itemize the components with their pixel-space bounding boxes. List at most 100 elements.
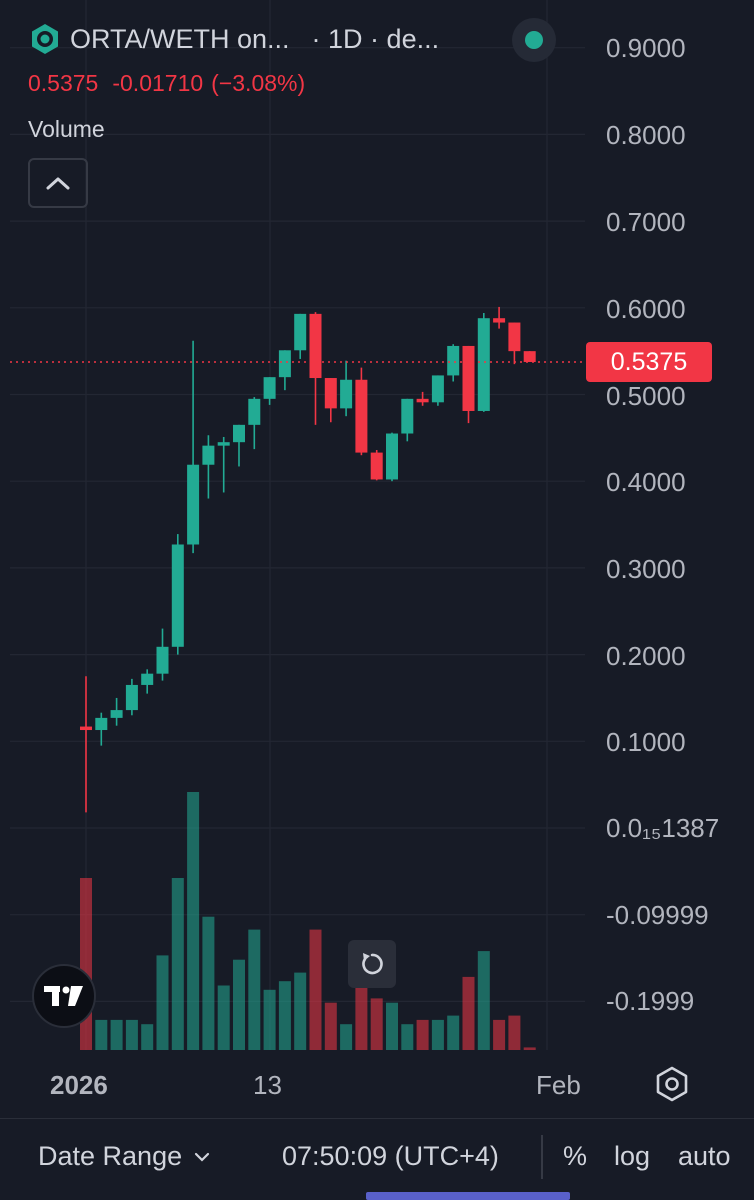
price-tick: -0.1999 (606, 986, 694, 1016)
candle-body (462, 345, 475, 411)
candle-body (370, 452, 383, 480)
date-range-label: Date Range (38, 1141, 183, 1171)
volume-bar (80, 878, 92, 1050)
volume-indicator-label[interactable]: Volume (28, 116, 105, 142)
volume-bar (171, 878, 184, 1050)
chart-grid (10, 0, 585, 1050)
tradingview-logo-icon (44, 986, 83, 1006)
volume-bar (278, 981, 291, 1050)
volume-bar (477, 951, 490, 1050)
volume-bar (508, 1015, 521, 1050)
candle-body (110, 710, 123, 718)
volume-bar (386, 1002, 398, 1050)
last-price-value: 0.5375 (28, 70, 99, 96)
volume-bar (324, 1002, 337, 1050)
candle-body (523, 351, 536, 362)
candle-body (431, 375, 444, 403)
candlesticks (80, 306, 536, 813)
volume-bar (141, 1024, 154, 1050)
reset-icon (362, 953, 383, 975)
candle-body (340, 379, 353, 409)
live-indicator-icon (525, 31, 543, 49)
date-range-button[interactable]: Date Range (38, 1141, 210, 1172)
change-percent: (−3.08%) (211, 70, 306, 96)
volume-bar (416, 1019, 429, 1050)
candle-body (355, 379, 368, 453)
price-tick: -0.09999 (606, 900, 709, 930)
price-tick: 0.3000 (606, 554, 686, 584)
candle-body (493, 318, 506, 323)
volume-bar (217, 985, 230, 1050)
collapse-legend-button[interactable] (28, 158, 88, 208)
reset-chart-button[interactable] (348, 940, 396, 988)
price-tick: 0.4000 (606, 467, 686, 497)
volume-bar (340, 1024, 353, 1050)
orta-logo-icon (32, 24, 58, 54)
price-tick: 0.9000 (606, 33, 686, 63)
candle-body (416, 398, 429, 403)
volume-bar (233, 959, 245, 1050)
change-value: -0.01710 (112, 70, 204, 96)
chevron-up-icon (46, 177, 70, 190)
volume-bar (263, 989, 276, 1050)
time-label-year: 2026 (50, 1070, 108, 1100)
volume-bar (202, 916, 215, 1050)
candle-body (171, 544, 184, 647)
tradingview-logo[interactable] (32, 964, 96, 1028)
candle-body (477, 318, 490, 411)
price-tick: 0.8000 (606, 120, 686, 150)
interval-label[interactable]: · 1D · de... (311, 23, 440, 54)
last-price-badge: 0.5375 (586, 342, 712, 382)
candle-body (233, 424, 245, 443)
symbol-header[interactable]: ORTA/WETH on... · 1D · de... (28, 22, 439, 56)
candle-body (125, 684, 138, 711)
candle-body (248, 398, 261, 425)
settings-hex-icon (656, 1066, 688, 1102)
candle-body (309, 313, 322, 379)
ohlc-legend: 0.5375 -0.01710 (−3.08%) (28, 70, 305, 97)
volume-bar (95, 1019, 108, 1050)
volume-bar (523, 1047, 536, 1050)
candle-body (401, 398, 414, 434)
candle-body (386, 433, 398, 480)
chart-settings-button[interactable] (652, 1064, 692, 1104)
price-tick: 0.7000 (606, 207, 686, 237)
volume-bar (493, 1019, 506, 1050)
percent-toggle[interactable]: % (563, 1141, 588, 1171)
candle-body (202, 445, 215, 465)
candle-body (156, 646, 169, 674)
log-toggle[interactable]: log (614, 1141, 651, 1171)
price-tick: 0.2000 (606, 641, 686, 671)
auto-toggle[interactable]: auto (678, 1141, 731, 1171)
candle-body (447, 345, 460, 376)
candle-body (278, 350, 291, 378)
price-axis[interactable]: 0.9000 0.8000 0.7000 0.6000 0.5000 0.400… (606, 33, 719, 1016)
price-tick: 0.5000 (606, 381, 686, 411)
candle-body (263, 377, 276, 399)
symbol-name[interactable]: ORTA/WETH on... (70, 23, 290, 54)
chevron-down-icon (195, 1152, 210, 1162)
candle-body (95, 717, 108, 731)
toolbar-divider (541, 1135, 543, 1179)
volume-bars (80, 792, 536, 1050)
time-axis[interactable]: 2026 13 Feb (50, 1070, 581, 1100)
volume-bar (462, 976, 475, 1050)
volume-bar (370, 998, 383, 1050)
volume-bar (125, 1019, 138, 1050)
volume-bar (187, 792, 200, 1050)
candle-body (217, 442, 230, 446)
candle-body (80, 726, 92, 731)
candle-body (508, 322, 521, 352)
price-tick: 0.6000 (606, 294, 686, 324)
candle-body (324, 378, 337, 409)
time-label-day: 13 (253, 1070, 282, 1100)
candle-body (141, 673, 154, 685)
volume-bar (401, 1024, 414, 1050)
clock-timezone[interactable]: 07:50:09 (UTC+4) (282, 1141, 499, 1171)
chart-canvas[interactable]: 0.9000 0.8000 0.7000 0.6000 0.5000 0.400… (0, 0, 754, 1120)
volume-bar (110, 1019, 123, 1050)
volume-bar (248, 929, 261, 1050)
live-indicator[interactable] (512, 18, 556, 62)
volume-bar (355, 985, 368, 1050)
candle-body (187, 464, 200, 545)
